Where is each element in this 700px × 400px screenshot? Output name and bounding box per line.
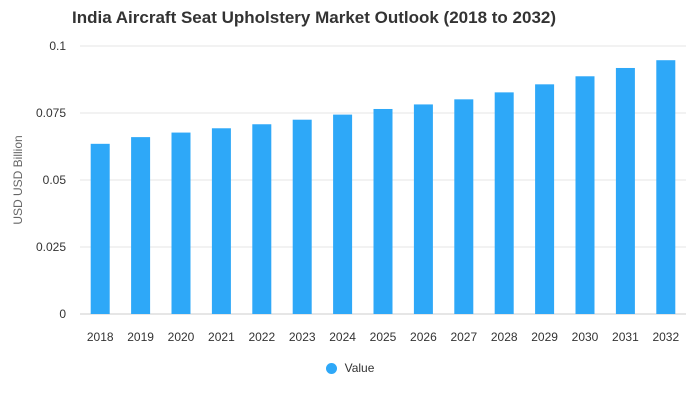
bar[interactable] xyxy=(413,104,433,314)
bar[interactable] xyxy=(535,84,555,314)
x-tick-label: 2024 xyxy=(329,330,356,344)
chart-title: India Aircraft Seat Upholstery Market Ou… xyxy=(72,8,557,27)
bar[interactable] xyxy=(575,76,595,314)
x-tick-label: 2018 xyxy=(87,330,114,344)
bar[interactable] xyxy=(292,119,312,314)
bar[interactable] xyxy=(90,143,110,314)
legend-label: Value xyxy=(344,361,375,375)
x-tick-label: 2032 xyxy=(652,330,679,344)
bar[interactable] xyxy=(373,108,393,314)
bar[interactable] xyxy=(656,60,676,315)
y-tick-label: 0 xyxy=(59,307,66,321)
x-tick-label: 2031 xyxy=(612,330,639,344)
y-tick-label: 0.025 xyxy=(36,240,66,254)
x-tick-label: 2028 xyxy=(491,330,518,344)
x-tick-label: 2020 xyxy=(168,330,195,344)
y-axis-tick-labels: 0 0.025 0.05 0.075 0.1 xyxy=(36,39,66,321)
x-tick-label: 2027 xyxy=(450,330,477,344)
bar[interactable] xyxy=(252,124,272,314)
x-tick-label: 2023 xyxy=(289,330,316,344)
y-tick-label: 0.075 xyxy=(36,106,66,120)
legend[interactable]: Value xyxy=(0,361,700,375)
bar[interactable] xyxy=(171,132,191,314)
bar[interactable] xyxy=(615,67,635,314)
x-tick-label: 2022 xyxy=(248,330,275,344)
x-tick-label: 2026 xyxy=(410,330,437,344)
x-tick-label: 2030 xyxy=(572,330,599,344)
x-tick-label: 2025 xyxy=(370,330,397,344)
bar[interactable] xyxy=(211,128,231,314)
x-tick-label: 2021 xyxy=(208,330,235,344)
bar[interactable] xyxy=(131,137,151,314)
bar[interactable] xyxy=(454,99,474,314)
y-tick-label: 0.1 xyxy=(49,39,66,53)
y-tick-label: 0.05 xyxy=(43,173,67,187)
y-axis-label: USD USD Billion xyxy=(11,135,25,224)
x-tick-label: 2019 xyxy=(127,330,154,344)
bars xyxy=(90,60,676,315)
legend-swatch xyxy=(325,362,337,374)
bar[interactable] xyxy=(494,92,514,314)
bar[interactable] xyxy=(333,114,353,314)
x-axis-tick-labels: 2018 2019 2020 2021 2022 2023 2024 2025 2026 2027… xyxy=(87,330,680,344)
x-tick-label: 2029 xyxy=(531,330,558,344)
